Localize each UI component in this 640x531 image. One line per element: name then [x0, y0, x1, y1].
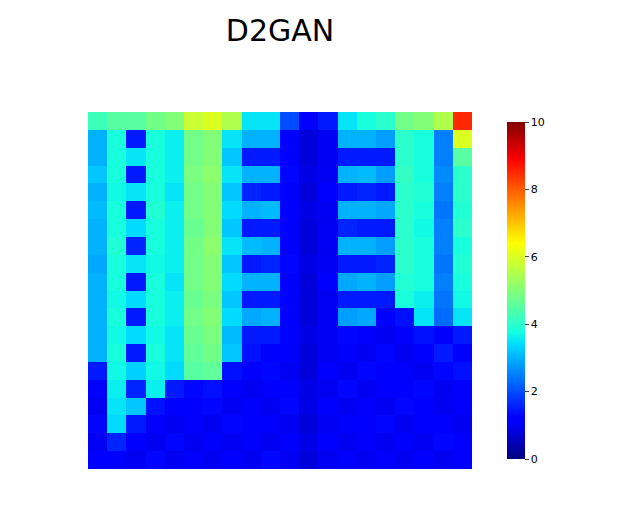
svg-text:0: 0	[531, 453, 538, 466]
svg-text:8: 8	[531, 183, 538, 196]
svg-text:6: 6	[531, 251, 538, 264]
svg-text:2: 2	[531, 385, 538, 398]
svg-text:4: 4	[531, 318, 538, 331]
svg-text:10: 10	[531, 116, 545, 129]
svg-text:D2GAN: D2GAN	[226, 13, 334, 48]
